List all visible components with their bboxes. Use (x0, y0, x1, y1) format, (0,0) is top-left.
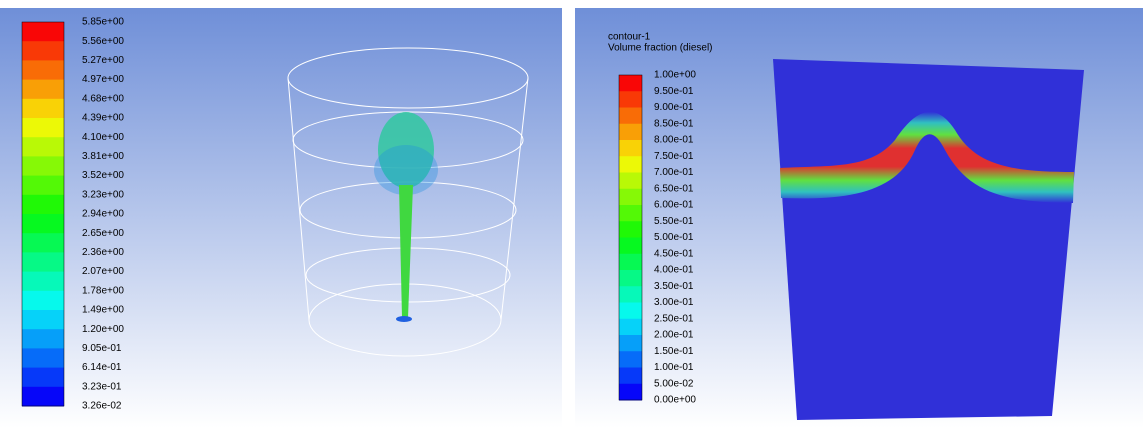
right-colorbar: 1.00e+00 9.50e-01 9.00e-01 8.50e-01 8.00e-01… (618, 70, 696, 406)
colorbar-label: 3.81e+00 (82, 151, 124, 162)
left-colorbar: 5.85e+00 5.56e+00 5.27e+00 4.97e+00 4.68e+00… (21, 17, 124, 412)
colorbar-label: 7.50e-01 (654, 151, 694, 162)
colorbar-label: 8.00e-01 (654, 135, 694, 146)
colorbar-segment (619, 383, 642, 401)
colorbar-segment (22, 41, 64, 61)
colorbar-label: 9.00e-01 (654, 102, 694, 113)
colorbar-segment (22, 367, 64, 388)
colorbar-label: 6.00e-01 (654, 200, 694, 211)
colorbar-segment (619, 367, 642, 385)
colorbar-segment (619, 91, 642, 108)
colorbar-frame (21, 21, 65, 407)
colorbar-label: 5.56e+00 (82, 36, 124, 47)
colorbar-segment (619, 75, 642, 92)
colorbar-label: 3.52e+00 (82, 170, 124, 181)
colorbar-label: 2.65e+00 (82, 228, 124, 239)
colorbar-segment (22, 271, 64, 292)
colorbar-segment (619, 302, 642, 320)
colorbar-segment (22, 386, 64, 407)
colorbar-segment (619, 156, 642, 173)
colorbar-segment (619, 318, 642, 336)
colorbar-segment (22, 60, 64, 81)
colorbar-label: 5.50e-01 (654, 216, 694, 227)
colorbar-label: 5.00e-01 (654, 232, 694, 243)
colorbar-segment (22, 156, 64, 177)
colorbar-segment (619, 335, 642, 352)
colorbar-segment (22, 98, 64, 119)
colorbar-label: 7.00e-01 (654, 167, 694, 178)
colorbar-segment (22, 214, 64, 234)
colorbar-frame (618, 74, 643, 401)
colorbar-segment (619, 123, 642, 141)
colorbar-label: 3.23e-01 (82, 381, 122, 392)
colorbar-segment (619, 221, 642, 238)
colorbar-segment (22, 175, 64, 196)
colorbar-segment (619, 351, 642, 368)
colorbar-label: 4.10e+00 (82, 132, 124, 143)
colorbar-label: 4.00e-01 (654, 265, 694, 276)
colorbar-segment (619, 270, 642, 287)
colorbar-segment (22, 79, 64, 100)
colorbar-segment (22, 252, 64, 273)
colorbar-label: 3.00e-01 (654, 297, 694, 308)
colorbar-label: 5.00e-02 (654, 378, 694, 389)
contour-subtitle: Volume fraction (diesel) (608, 43, 713, 54)
spray (374, 112, 438, 322)
colorbar-label: 1.20e+00 (82, 324, 124, 335)
colorbar-segment (22, 194, 64, 215)
colorbar-segment (22, 118, 64, 138)
colorbar-label: 2.36e+00 (82, 247, 124, 258)
contour-plot (773, 59, 1084, 420)
colorbar-label: 9.50e-01 (654, 86, 694, 97)
colorbar-label: 2.00e-01 (654, 330, 694, 341)
colorbar-label: 1.50e-01 (654, 346, 694, 357)
colorbar-label: 1.00e-01 (654, 362, 694, 373)
colorbar-segment (619, 253, 642, 271)
colorbar-segment (22, 22, 64, 42)
colorbar-label: 3.26e-02 (82, 401, 122, 412)
colorbar-label: 1.49e+00 (82, 305, 124, 316)
colorbar-label: 5.27e+00 (82, 55, 124, 66)
colorbar-segment (619, 205, 642, 222)
colorbar-segment (619, 172, 642, 190)
colorbar-label: 3.23e+00 (82, 189, 124, 200)
colorbar-label: 4.50e-01 (654, 248, 694, 259)
colorbar-segment (22, 329, 64, 349)
colorbar-label: 2.50e-01 (654, 313, 694, 324)
colorbar-segment (619, 107, 642, 125)
colorbar-segment (619, 140, 642, 157)
colorbar-segment (619, 188, 642, 206)
colorbar-label: 4.39e+00 (82, 113, 124, 124)
colorbar-segment (22, 310, 64, 330)
colorbar-label: 6.14e-01 (82, 362, 122, 373)
colorbar-segment (22, 233, 64, 253)
colorbar-segment (619, 237, 642, 255)
colorbar-label: 4.68e+00 (82, 93, 124, 104)
colorbar-label: 4.97e+00 (82, 74, 124, 85)
contour-title: contour-1 (608, 32, 651, 43)
colorbar-label: 1.00e+00 (654, 70, 696, 81)
colorbar-segment (22, 137, 64, 157)
colorbar-label: 8.50e-01 (654, 118, 694, 129)
colorbar-label: 1.78e+00 (82, 285, 124, 296)
colorbar-segment (22, 290, 64, 311)
colorbar-label: 6.50e-01 (654, 183, 694, 194)
colorbar-label: 3.50e-01 (654, 281, 694, 292)
colorbar-segment (22, 348, 64, 369)
colorbar-label: 5.85e+00 (82, 17, 124, 28)
colorbar-label: 2.94e+00 (82, 209, 124, 220)
colorbar-segment (619, 286, 642, 303)
left-panel (0, 8, 562, 428)
colorbar-label: 9.05e-01 (82, 343, 122, 354)
colorbar-label: 2.07e+00 (82, 266, 124, 277)
colorbar-label: 0.00e+00 (654, 395, 696, 406)
